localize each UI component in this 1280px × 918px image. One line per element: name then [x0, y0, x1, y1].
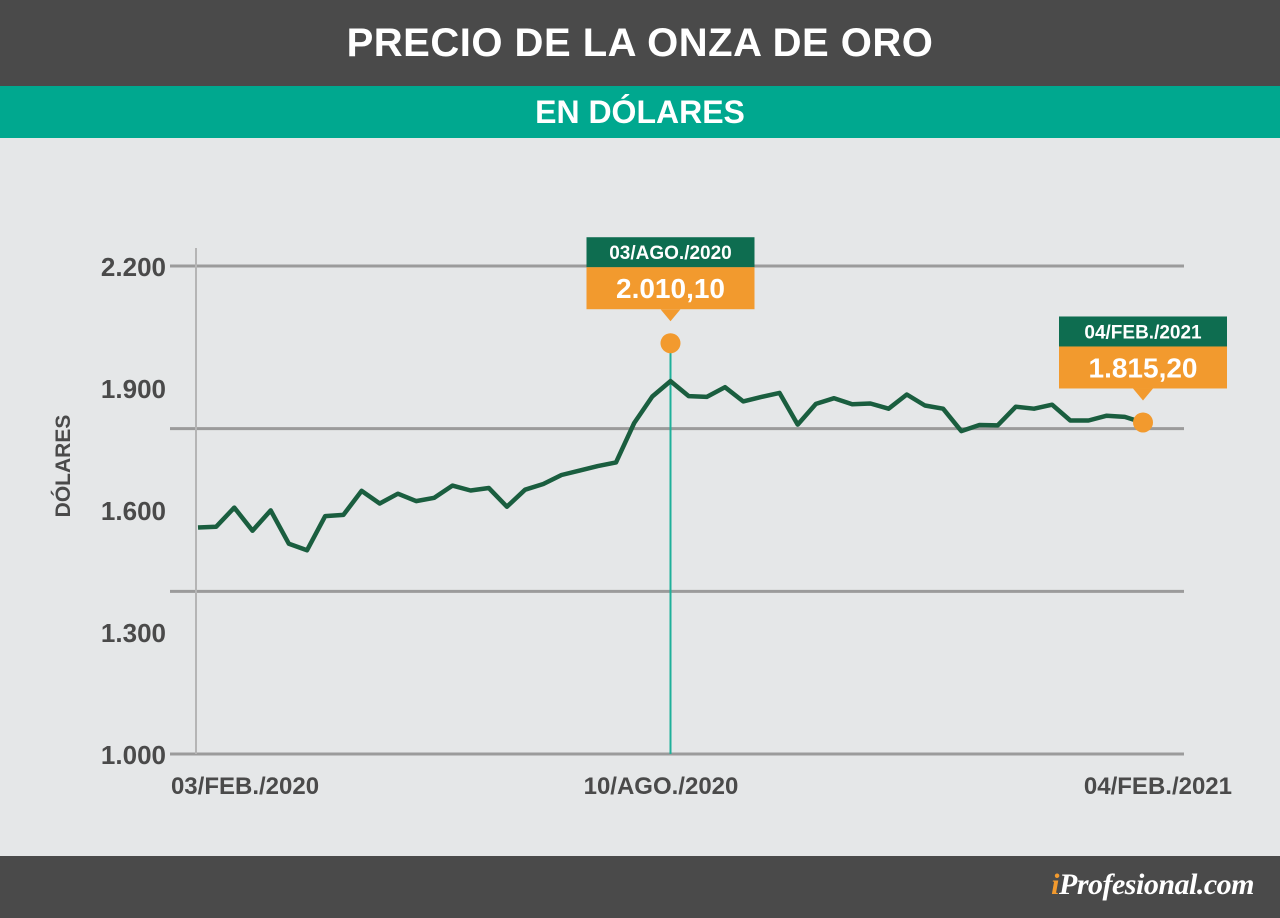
series-line	[197, 378, 1144, 553]
y-tick-label: 2.200	[101, 252, 166, 282]
y-axis-label: DÓLARES	[51, 415, 75, 518]
chart-subtitle: EN DÓLARES	[535, 93, 745, 130]
callout-pointer	[1133, 388, 1153, 401]
y-tick-label: 1.900	[101, 374, 166, 404]
x-tick-label: 03/FEB./2020	[171, 773, 319, 800]
callout-value-box	[1059, 346, 1227, 389]
y-tick-label: 1.300	[101, 618, 166, 648]
callout-pointer	[660, 309, 681, 322]
y-tick-label: 1.600	[101, 496, 166, 526]
data-marker	[1133, 412, 1153, 433]
chart-title: PRECIO DE LA ONZA DE ORO	[346, 20, 934, 65]
callout-date: 04/FEB./2021	[1084, 322, 1202, 343]
x-tick-label: 04/FEB./2021	[1084, 773, 1232, 800]
callout-value: 2.010,10	[616, 273, 725, 304]
subtitle-bar: EN DÓLARES	[0, 86, 1280, 138]
gold-price-chart: 1.000 1.300 1.600 1.900 2.200 DÓLARES 03/FEB…	[51, 237, 1232, 800]
title-bar: PRECIO DE LA ONZA DE ORO	[0, 0, 1280, 86]
callout-date-box	[586, 237, 755, 268]
data-marker	[660, 333, 681, 354]
callout-value: 1.815,20	[1089, 352, 1198, 383]
callout-date: 03/AGO./2020	[609, 243, 732, 264]
brand-logo: iProfesional.com	[1051, 868, 1254, 901]
footer-bar: iProfesional.com	[0, 856, 1280, 918]
x-tick-label: 10/AGO./2020	[584, 773, 739, 800]
y-tick-label: 1.000	[101, 740, 166, 770]
callout-value-box	[586, 267, 755, 310]
callout-date-box	[1059, 316, 1227, 347]
